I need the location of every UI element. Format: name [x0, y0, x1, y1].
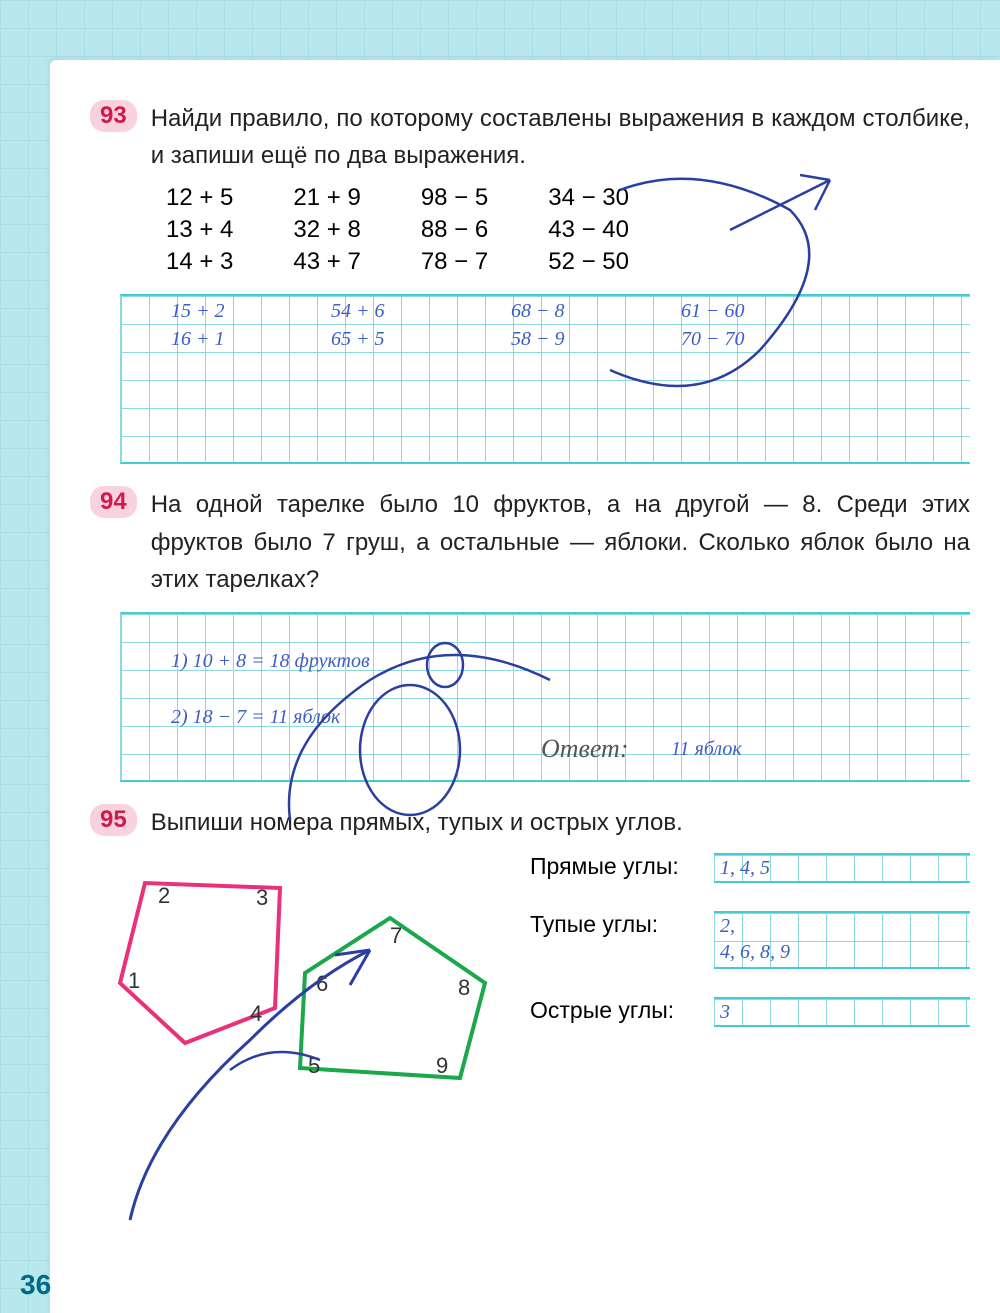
problem-94-text: На одной тарелке было 10 фруктов, а на д…	[151, 486, 970, 598]
expr: 34 − 30	[548, 184, 629, 212]
handwritten: 15 + 2	[171, 300, 225, 323]
right-angles-box: 1, 4, 5	[714, 853, 970, 883]
handwritten: 1) 10 + 8 = 18 фруктов	[171, 650, 370, 673]
problem-number-badge: 93	[90, 100, 137, 132]
vertex-label: 5	[308, 1053, 320, 1079]
vertex-label: 1	[128, 968, 140, 994]
vertex-label: 7	[390, 923, 402, 949]
answer-grid-93: 15 + 2 54 + 6 68 − 8 61 − 60 16 + 1 65 +…	[120, 294, 970, 464]
expr: 52 − 50	[548, 248, 629, 276]
shapes-diagram: 1 2 3 4 5 6 7 8 9	[90, 853, 510, 1113]
expr: 13 + 4	[166, 216, 233, 244]
problem-93: 93 Найди правило, по которому составлены…	[90, 100, 970, 464]
expr: 21 + 9	[293, 184, 360, 212]
angle-answer-labels: Прямые углы: 1, 4, 5 Тупые углы: 2, 4, 6…	[530, 853, 970, 1113]
vertex-label: 8	[458, 975, 470, 1001]
expr: 98 − 5	[421, 184, 488, 212]
handwritten: 65 + 5	[331, 328, 385, 351]
vertex-label: 3	[256, 885, 268, 911]
expr: 14 + 3	[166, 248, 233, 276]
handwritten: 68 − 8	[511, 300, 565, 323]
right-angles-label: Прямые углы:	[530, 853, 700, 880]
page-number: 36	[20, 1269, 51, 1301]
answer-grid-94: 1) 10 + 8 = 18 фруктов 2) 18 − 7 = 11 яб…	[120, 612, 970, 782]
expr: 32 + 8	[293, 216, 360, 244]
handwritten: 58 − 9	[511, 328, 565, 351]
problem-number-badge: 95	[90, 804, 137, 836]
problem-number-badge: 94	[90, 486, 137, 518]
acute-angles-box: 3	[714, 997, 970, 1027]
handwritten: 61 − 60	[681, 300, 745, 323]
expr: 43 − 40	[548, 216, 629, 244]
expr: 78 − 7	[421, 248, 488, 276]
problem-94: 94 На одной тарелке было 10 фруктов, а н…	[90, 486, 970, 782]
handwritten: 2) 18 − 7 = 11 яблок	[171, 706, 340, 729]
problem-93-text: Найди правило, по которому составлены вы…	[151, 100, 970, 174]
expr: 43 + 7	[293, 248, 360, 276]
handwritten: 16 + 1	[171, 328, 225, 351]
obtuse-angles-label: Тупые углы:	[530, 911, 700, 938]
vertex-label: 4	[250, 1001, 262, 1027]
handwritten: 1, 4, 5	[720, 857, 770, 880]
expression-columns: 12 + 5 13 + 4 14 + 3 21 + 9 32 + 8 43 + …	[166, 184, 970, 276]
vertex-label: 9	[436, 1053, 448, 1079]
vertex-label: 2	[158, 883, 170, 909]
handwritten: 54 + 6	[331, 300, 385, 323]
problem-95: 95 Выпиши номера прямых, тупых и острых …	[90, 804, 970, 1113]
workbook-page: 93 Найди правило, по которому составлены…	[50, 60, 1000, 1313]
handwritten: 3	[720, 1001, 730, 1024]
expr: 12 + 5	[166, 184, 233, 212]
expr: 88 − 6	[421, 216, 488, 244]
acute-angles-label: Острые углы:	[530, 997, 700, 1024]
answer-value: 11 яблок	[671, 738, 742, 761]
handwritten: 2,	[720, 915, 735, 938]
answer-label: Ответ:	[541, 734, 628, 764]
handwritten: 70 − 70	[681, 328, 745, 351]
vertex-label: 6	[316, 971, 328, 997]
handwritten: 4, 6, 8, 9	[720, 941, 790, 964]
problem-95-text: Выпиши номера прямых, тупых и острых угл…	[151, 804, 683, 841]
obtuse-angles-box: 2, 4, 6, 8, 9	[714, 911, 970, 969]
